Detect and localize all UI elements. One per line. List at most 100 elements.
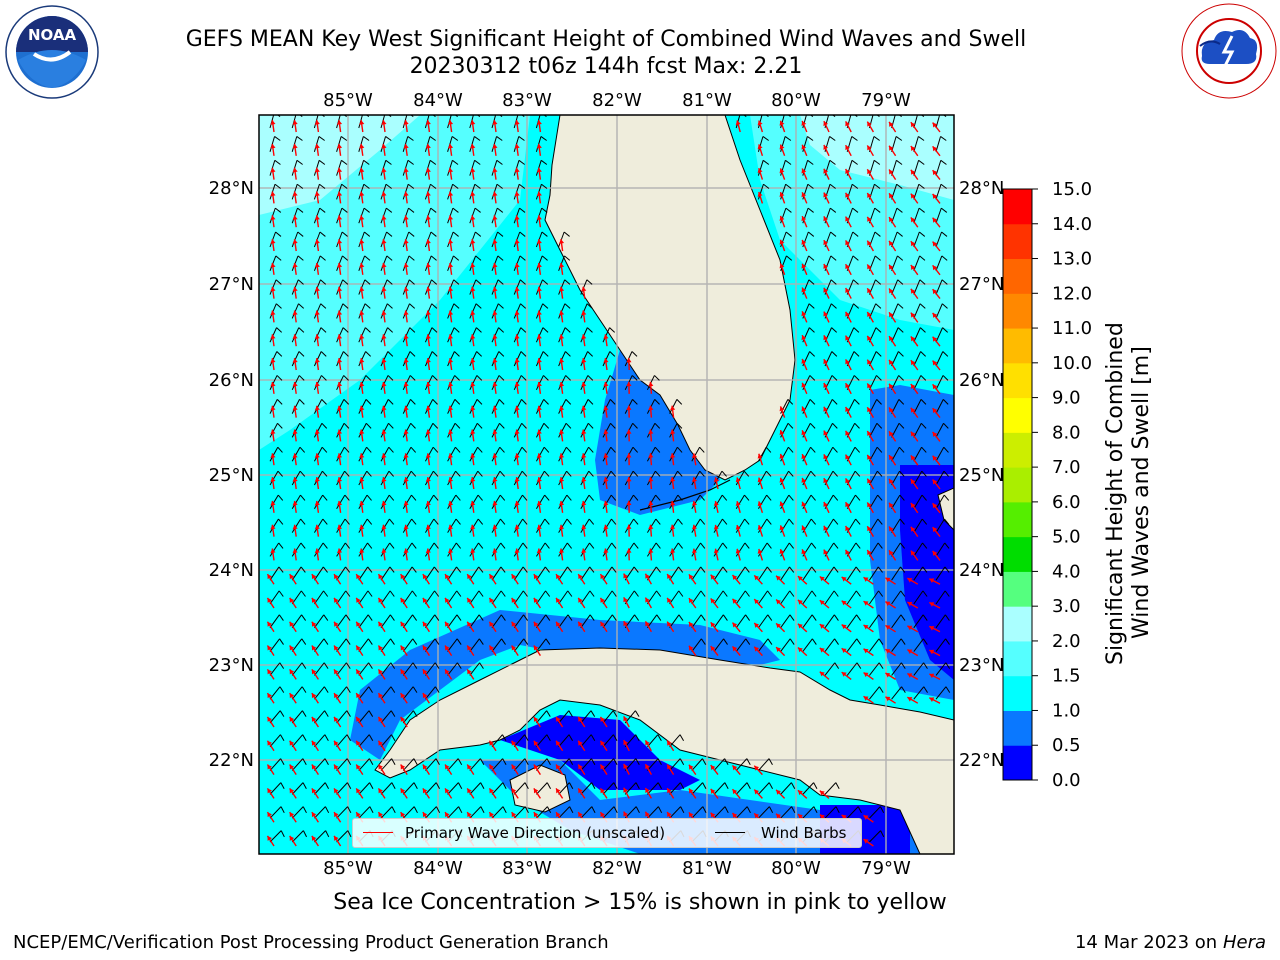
wind-barb [491, 470, 501, 486]
wind-barb-flag [545, 638, 551, 645]
wave-arrow-head [292, 381, 298, 387]
wind-barb-flag [500, 518, 506, 525]
wind-barb-flag [588, 518, 595, 525]
wind-barb-flag [918, 136, 925, 141]
wave-arrow-head [470, 286, 476, 292]
wind-barb-flag [411, 542, 417, 549]
colorbar-tick-label: 5.0 [1052, 527, 1081, 548]
colorbar-tick-label: 7.0 [1052, 457, 1081, 478]
wind-barb [602, 446, 612, 462]
wind-barb-flag [899, 470, 905, 477]
wind-barb-flag [941, 303, 948, 309]
wind-barb-flag [345, 662, 351, 669]
wave-arrow-head [514, 500, 520, 506]
wave-arrow-head [311, 764, 317, 770]
wind-barb [535, 542, 546, 557]
wind-barb-flag [343, 422, 350, 429]
wind-barb-flag [277, 470, 283, 477]
wind-barb [691, 758, 703, 771]
wind-barb-flag [320, 279, 327, 285]
wave-arrow-head [603, 405, 609, 411]
lon-label-top: 85°W [323, 90, 373, 111]
wind-barb [291, 423, 301, 438]
wave-arrow-head [845, 430, 850, 436]
wave-arrow-head [536, 358, 542, 363]
wind-barb [269, 446, 279, 462]
wind-barb-flag [318, 159, 326, 165]
wind-barb-flag [566, 470, 572, 477]
wind-barb-flag [851, 136, 858, 141]
wave-arrow-head [757, 525, 763, 531]
wind-barb-flag [477, 470, 483, 477]
wave-arrow-head [779, 215, 785, 221]
wave-arrow-head [400, 645, 406, 651]
wave-arrow-head [536, 310, 542, 316]
wave-arrow-head [910, 241, 916, 247]
wind-barb-flag [387, 351, 394, 357]
wind-barb-flag [832, 494, 839, 501]
wind-barb-flag [832, 446, 838, 453]
wind-barb-flag [876, 375, 882, 381]
wind-barb [602, 758, 614, 771]
wave-arrow-head [381, 334, 387, 339]
wind-barb-flag [945, 662, 951, 669]
wave-arrow-head [558, 477, 565, 482]
wave-arrow-head [336, 120, 343, 125]
wave-arrow-head [867, 478, 872, 484]
wind-barb-flag [323, 662, 329, 669]
wind-barb-flag [456, 614, 462, 621]
wind-barb-flag [321, 375, 327, 381]
wind-barb [602, 542, 613, 557]
wave-arrow-head [270, 215, 276, 220]
wind-barb-flag [367, 566, 373, 573]
wave-arrow-head [867, 288, 872, 294]
wave-arrow-head [819, 790, 825, 796]
wind-barb [891, 518, 901, 533]
wave-arrow-head [470, 310, 476, 316]
wave-arrow-head [735, 525, 741, 530]
wind-barb-flag [430, 183, 437, 189]
wind-barb [935, 686, 947, 700]
wave-arrow-head [356, 788, 361, 794]
wind-barb [469, 806, 482, 819]
wind-barb-flag [787, 115, 791, 117]
wind-barb [402, 518, 413, 533]
wave-arrow-head [757, 168, 763, 174]
wind-barb [780, 184, 787, 200]
wave-arrow-head [779, 406, 785, 412]
wind-barb [580, 518, 590, 533]
wave-arrow-head [381, 191, 387, 197]
wave-arrow-head [845, 383, 850, 389]
wind-barb [313, 446, 323, 462]
wind-barb [535, 494, 546, 510]
wave-arrow-head [425, 500, 431, 506]
wave-arrow-head [292, 334, 298, 339]
wave-arrow-head [334, 835, 339, 841]
wind-barb-flag [433, 494, 439, 501]
wave-arrow-head [314, 286, 320, 292]
wave-arrow-head [867, 526, 872, 532]
wind-barb-flag [655, 518, 661, 525]
wave-arrow-head [907, 649, 913, 655]
wind-barb [447, 303, 455, 319]
wind-barb-flag [543, 115, 547, 117]
wind-barb-flag [453, 303, 460, 309]
wind-barb-flag [389, 590, 395, 597]
lon-label-top: 81°W [682, 90, 732, 111]
wind-barb-flag [521, 422, 527, 429]
wind-barb [269, 399, 278, 414]
wind-barb [713, 614, 724, 629]
wave-arrow-head [425, 334, 431, 339]
wind-barb [913, 638, 924, 652]
wind-barb-flag [502, 782, 507, 790]
wind-barb-flag [920, 399, 927, 405]
wave-arrow-head [336, 143, 343, 149]
wind-barb-flag [762, 136, 769, 141]
wind-barb-flag [632, 422, 638, 429]
wind-barb [402, 470, 412, 486]
wave-arrow-head [600, 716, 605, 722]
wind-barb [780, 566, 790, 581]
wind-barb-flag [346, 710, 351, 717]
wind-barb-flag [389, 566, 395, 573]
wind-barb [669, 494, 679, 510]
